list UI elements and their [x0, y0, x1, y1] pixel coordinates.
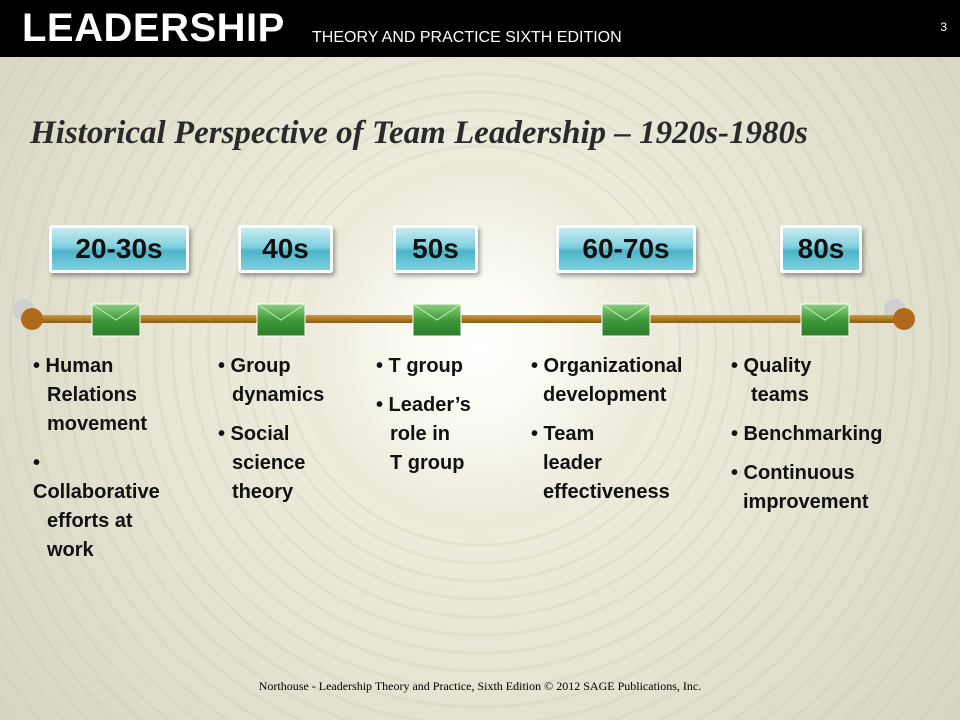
item-line: theory [232, 481, 294, 503]
era-column-60-70s: • Organizational development • Team lead… [531, 352, 682, 517]
era-column-80s: • Quality teams • Benchmarking • Continu… [731, 352, 882, 527]
era-item: • Leader’s role in T group [376, 391, 471, 478]
item-line: • Quality [731, 355, 812, 377]
item-line: development [543, 384, 667, 406]
item-line: improvement [743, 491, 869, 513]
footer-citation: Northouse - Leadership Theory and Practi… [258, 679, 702, 693]
brand-title: LEADERSHIP [22, 6, 285, 50]
era-box-50s: 50s [393, 225, 478, 273]
era-box-20-30s: 20-30s [49, 225, 189, 273]
item-line: dynamics [232, 384, 325, 406]
era-item: • Social science theory [218, 420, 324, 507]
era-item: • T group [376, 352, 471, 381]
timeline-graphic [13, 299, 915, 337]
era-item: • Team leader effectiveness [531, 420, 682, 507]
item-line: work [47, 539, 94, 561]
era-column-40s: • Group dynamics • Social science theory [218, 352, 324, 517]
item-line: • [33, 452, 41, 474]
page-number: 3 [940, 20, 947, 34]
timeline-marker-80s [800, 303, 850, 337]
era-item: • Continuous improvement [731, 459, 882, 517]
item-line: • Social [218, 423, 290, 445]
era-column-20-30s: • Human Relations movement • Collaborati… [33, 352, 160, 575]
era-item: • Collaborative efforts at work [33, 449, 160, 565]
item-line: • Human [33, 355, 114, 377]
item-line: role in [390, 423, 451, 445]
item-line: Relations [47, 384, 138, 406]
timeline-marker-60-70s [601, 303, 651, 337]
item-line: effectiveness [543, 481, 670, 503]
slide-title: Historical Perspective of Team Leadershi… [30, 115, 808, 151]
era-item: • Quality teams [731, 352, 882, 410]
item-line: efforts at [47, 510, 133, 532]
item-line: movement [47, 413, 148, 435]
era-box-40s: 40s [238, 225, 333, 273]
brand-subtitle: THEORY AND PRACTICE SIXTH EDITION [312, 29, 622, 46]
item-line: • Organizational [531, 355, 683, 377]
item-line: • Team [531, 423, 595, 445]
era-item: • Benchmarking [731, 420, 882, 449]
era-box-60-70s: 60-70s [556, 225, 696, 273]
header-bar: LEADERSHIP THEORY AND PRACTICE SIXTH EDI… [0, 0, 960, 57]
timeline [0, 296, 960, 346]
item-line: • Benchmarking [731, 423, 883, 445]
item-line: Collaborative [33, 481, 160, 503]
timeline-marker-40s [256, 303, 306, 337]
era-item: • Human Relations movement [33, 352, 160, 439]
item-line: • Continuous [731, 462, 855, 484]
item-line: • Group [218, 355, 291, 377]
timeline-marker-50s [412, 303, 462, 337]
timeline-marker-20-30s [91, 303, 141, 337]
era-box-80s: 80s [780, 225, 862, 273]
item-line: teams [751, 384, 809, 406]
timeline-end-dot [893, 308, 915, 330]
item-line: • Leader’s [376, 394, 471, 416]
timeline-line [32, 315, 904, 323]
era-item: • Group dynamics [218, 352, 324, 410]
era-item: • Organizational development [531, 352, 682, 410]
item-line: science [232, 452, 306, 474]
item-line: T group [390, 452, 465, 474]
timeline-start-dot [21, 308, 43, 330]
item-line: • T group [376, 355, 463, 377]
item-line: leader [543, 452, 602, 474]
era-column-50s: • T group • Leader’s role in T group [376, 352, 471, 488]
